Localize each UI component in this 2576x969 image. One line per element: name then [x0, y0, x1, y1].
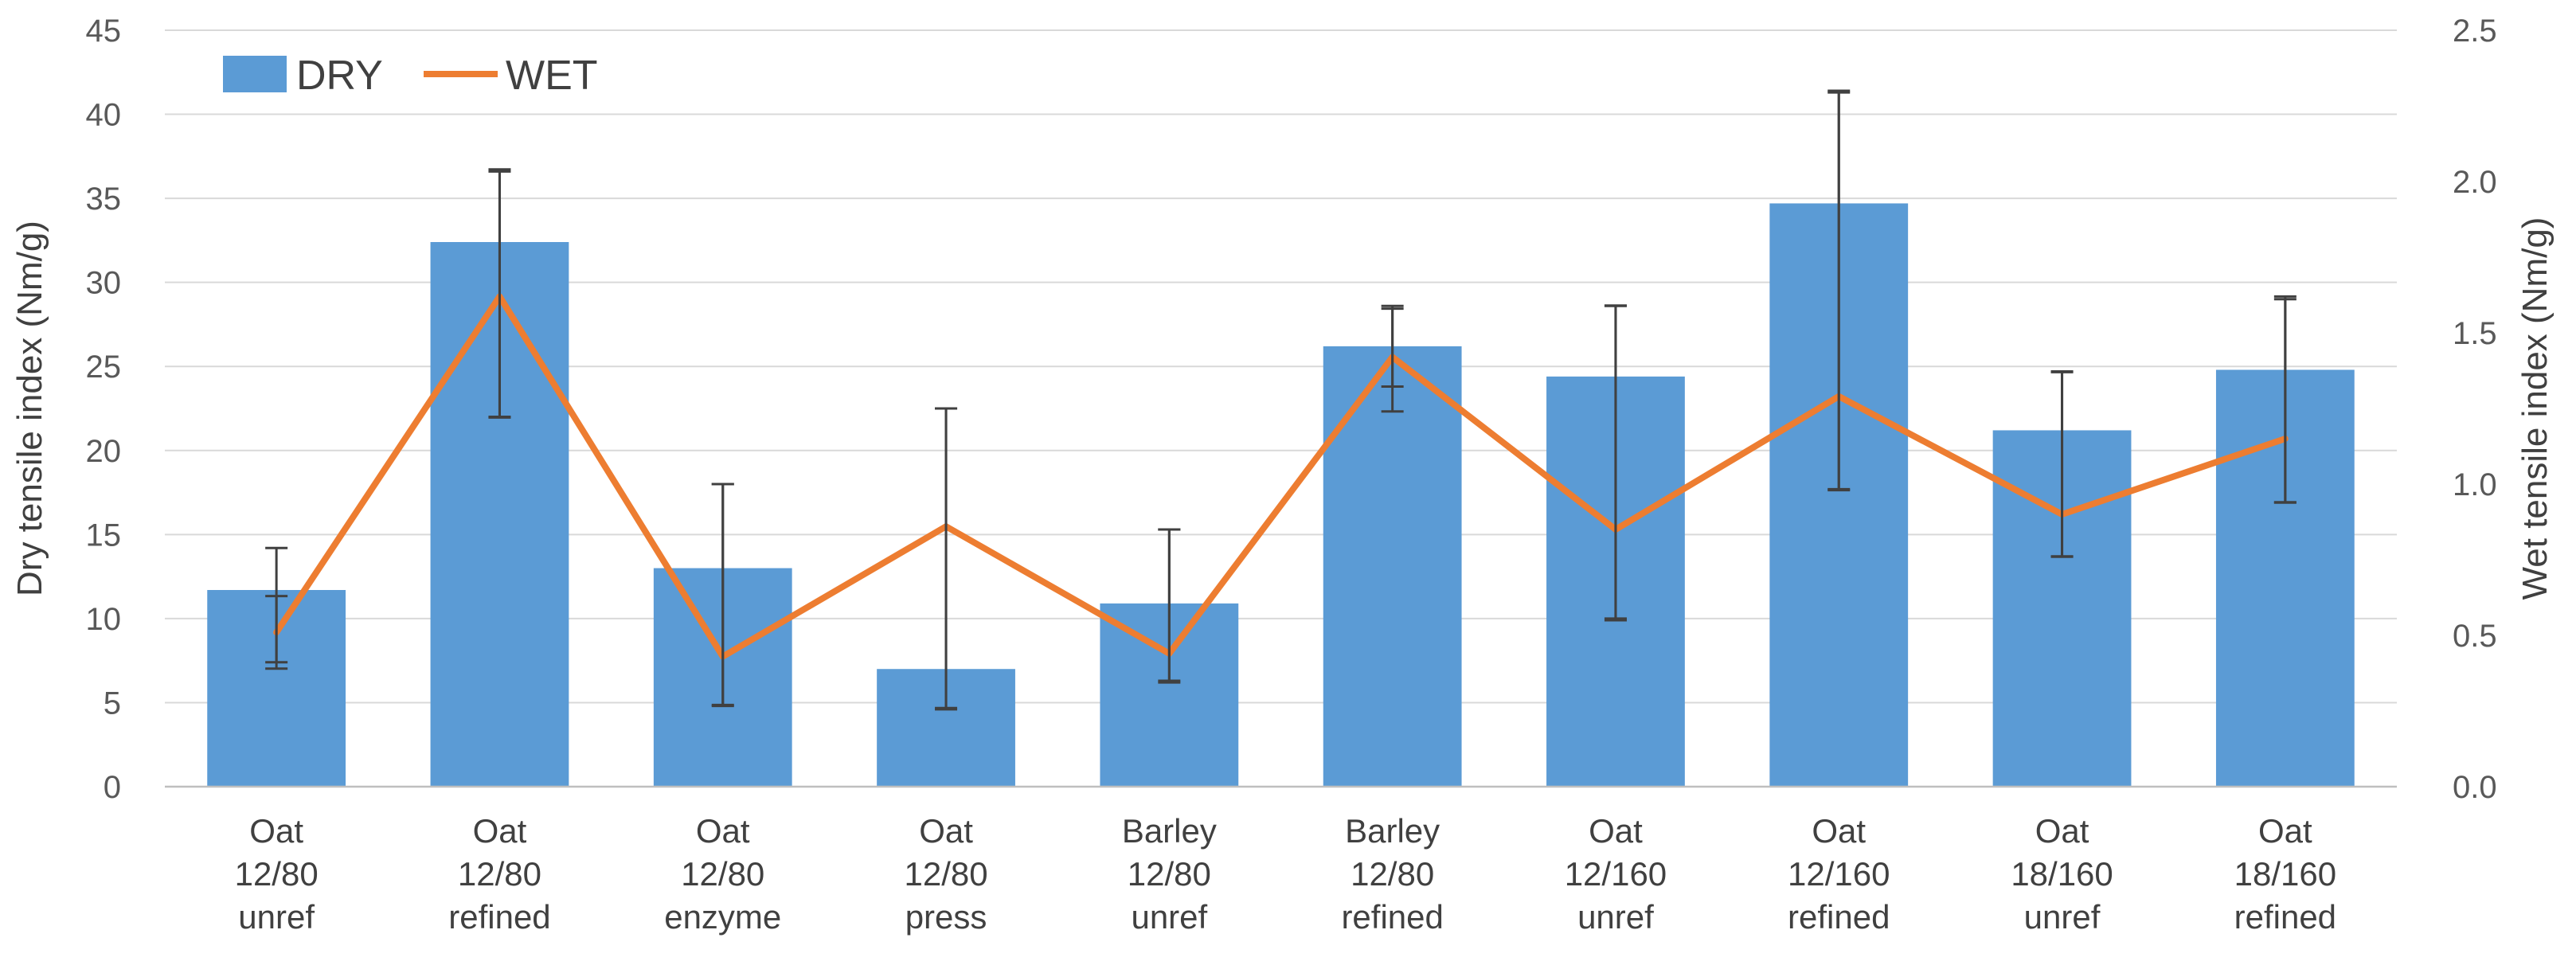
legend-label-wet: WET — [506, 53, 598, 99]
x-tick-label-line: Oat — [2258, 812, 2312, 850]
x-tick-label-line: enzyme — [664, 898, 781, 936]
y2-tick-label: 2.0 — [2453, 165, 2497, 200]
x-tick-label-line: unref — [238, 898, 315, 936]
legend: DRY WET — [223, 53, 598, 99]
x-tick-label-line: 12/160 — [1788, 855, 1890, 893]
x-tick-label: Oat 12/80 unref — [235, 812, 319, 936]
y-tick-label: 35 — [86, 182, 122, 217]
series-line-wet — [273, 293, 2289, 660]
x-tick-label: Oat 12/160 unref — [1565, 812, 1667, 936]
y-tick-label: 40 — [86, 98, 122, 133]
x-tick-label-line: 12/80 — [681, 855, 764, 893]
y-tick-label: 0 — [104, 770, 121, 805]
x-tick-label-line: 12/80 — [1128, 855, 1211, 893]
x-tick-label-line: refined — [1788, 898, 1890, 936]
x-tick-label-line: 18/160 — [2011, 855, 2113, 893]
y-tick-label: 25 — [86, 350, 122, 385]
x-tick-label-line: Oat — [249, 812, 303, 850]
y-tick-label: 10 — [86, 602, 122, 637]
x-tick-label-line: Oat — [696, 812, 750, 850]
label-layer: 0 5 10 15 20 25 30 35 40 45 0.0 0.5 1.0 1.5 2.0 2.5 Oat 1… — [10, 14, 2555, 936]
x-tick-label-line: Oat — [1589, 812, 1643, 850]
legend-label-dry: DRY — [296, 53, 383, 99]
y2-tick-label: 0.0 — [2453, 770, 2497, 805]
x-tick-label: Oat 18/160 refined — [2234, 812, 2336, 936]
y2-tick-label: 1.5 — [2453, 316, 2497, 351]
x-tick-label-line: refined — [2234, 898, 2336, 936]
legend-swatch-dry — [223, 56, 287, 92]
y-tick-label: 5 — [104, 686, 121, 721]
x-tick-label-line: 12/160 — [1565, 855, 1667, 893]
x-tick-label: Oat 18/160 unref — [2011, 812, 2113, 936]
x-tick-label-line: Oat — [2035, 812, 2089, 850]
y-tick-label: 20 — [86, 434, 122, 469]
error-layer — [265, 89, 2297, 711]
x-tick-label-line: 12/80 — [904, 855, 987, 893]
x-tick-label-line: 12/80 — [1351, 855, 1434, 893]
x-tick-label-line: press — [905, 898, 987, 936]
x-tick-label-line: Oat — [473, 812, 527, 850]
y-tick-label: 15 — [86, 518, 122, 553]
y-axis-title: Dry tensile index (Nm/g) — [10, 221, 49, 596]
x-tick-label-line: Oat — [919, 812, 973, 850]
y2-axis-title: Wet tensile index (Nm/g) — [2515, 217, 2555, 600]
x-tick-label: Oat 12/80 enzyme — [664, 812, 781, 936]
x-tick-label-line: refined — [1341, 898, 1443, 936]
x-tick-label: Oat 12/160 refined — [1788, 812, 1890, 936]
y2-tick-label: 1.0 — [2453, 467, 2497, 502]
x-tick-label-line: 12/80 — [235, 855, 319, 893]
line-layer — [273, 293, 2289, 660]
x-tick-label: Barley 12/80 unref — [1122, 812, 1217, 936]
x-tick-label: Oat 12/80 press — [904, 812, 987, 936]
x-tick-label-line: unref — [2024, 898, 2101, 936]
y2-tick-label: 2.5 — [2453, 14, 2497, 49]
x-tick-label-line: 12/80 — [458, 855, 541, 893]
x-tick-label-line: Barley — [1345, 812, 1440, 850]
x-tick-label: Barley 12/80 refined — [1341, 812, 1443, 936]
y2-tick-label: 0.5 — [2453, 619, 2497, 654]
x-tick-label-line: Barley — [1122, 812, 1217, 850]
x-tick-label-line: refined — [448, 898, 550, 936]
x-tick-label-line: unref — [1131, 898, 1207, 936]
x-tick-label-line: unref — [1577, 898, 1654, 936]
x-tick-label-line: 18/160 — [2234, 855, 2336, 893]
y-tick-label: 30 — [86, 266, 122, 301]
y-tick-label: 45 — [86, 14, 122, 49]
x-tick-label-line: Oat — [1812, 812, 1866, 850]
bar-layer — [207, 203, 2355, 787]
x-tick-label: Oat 12/80 refined — [448, 812, 550, 936]
